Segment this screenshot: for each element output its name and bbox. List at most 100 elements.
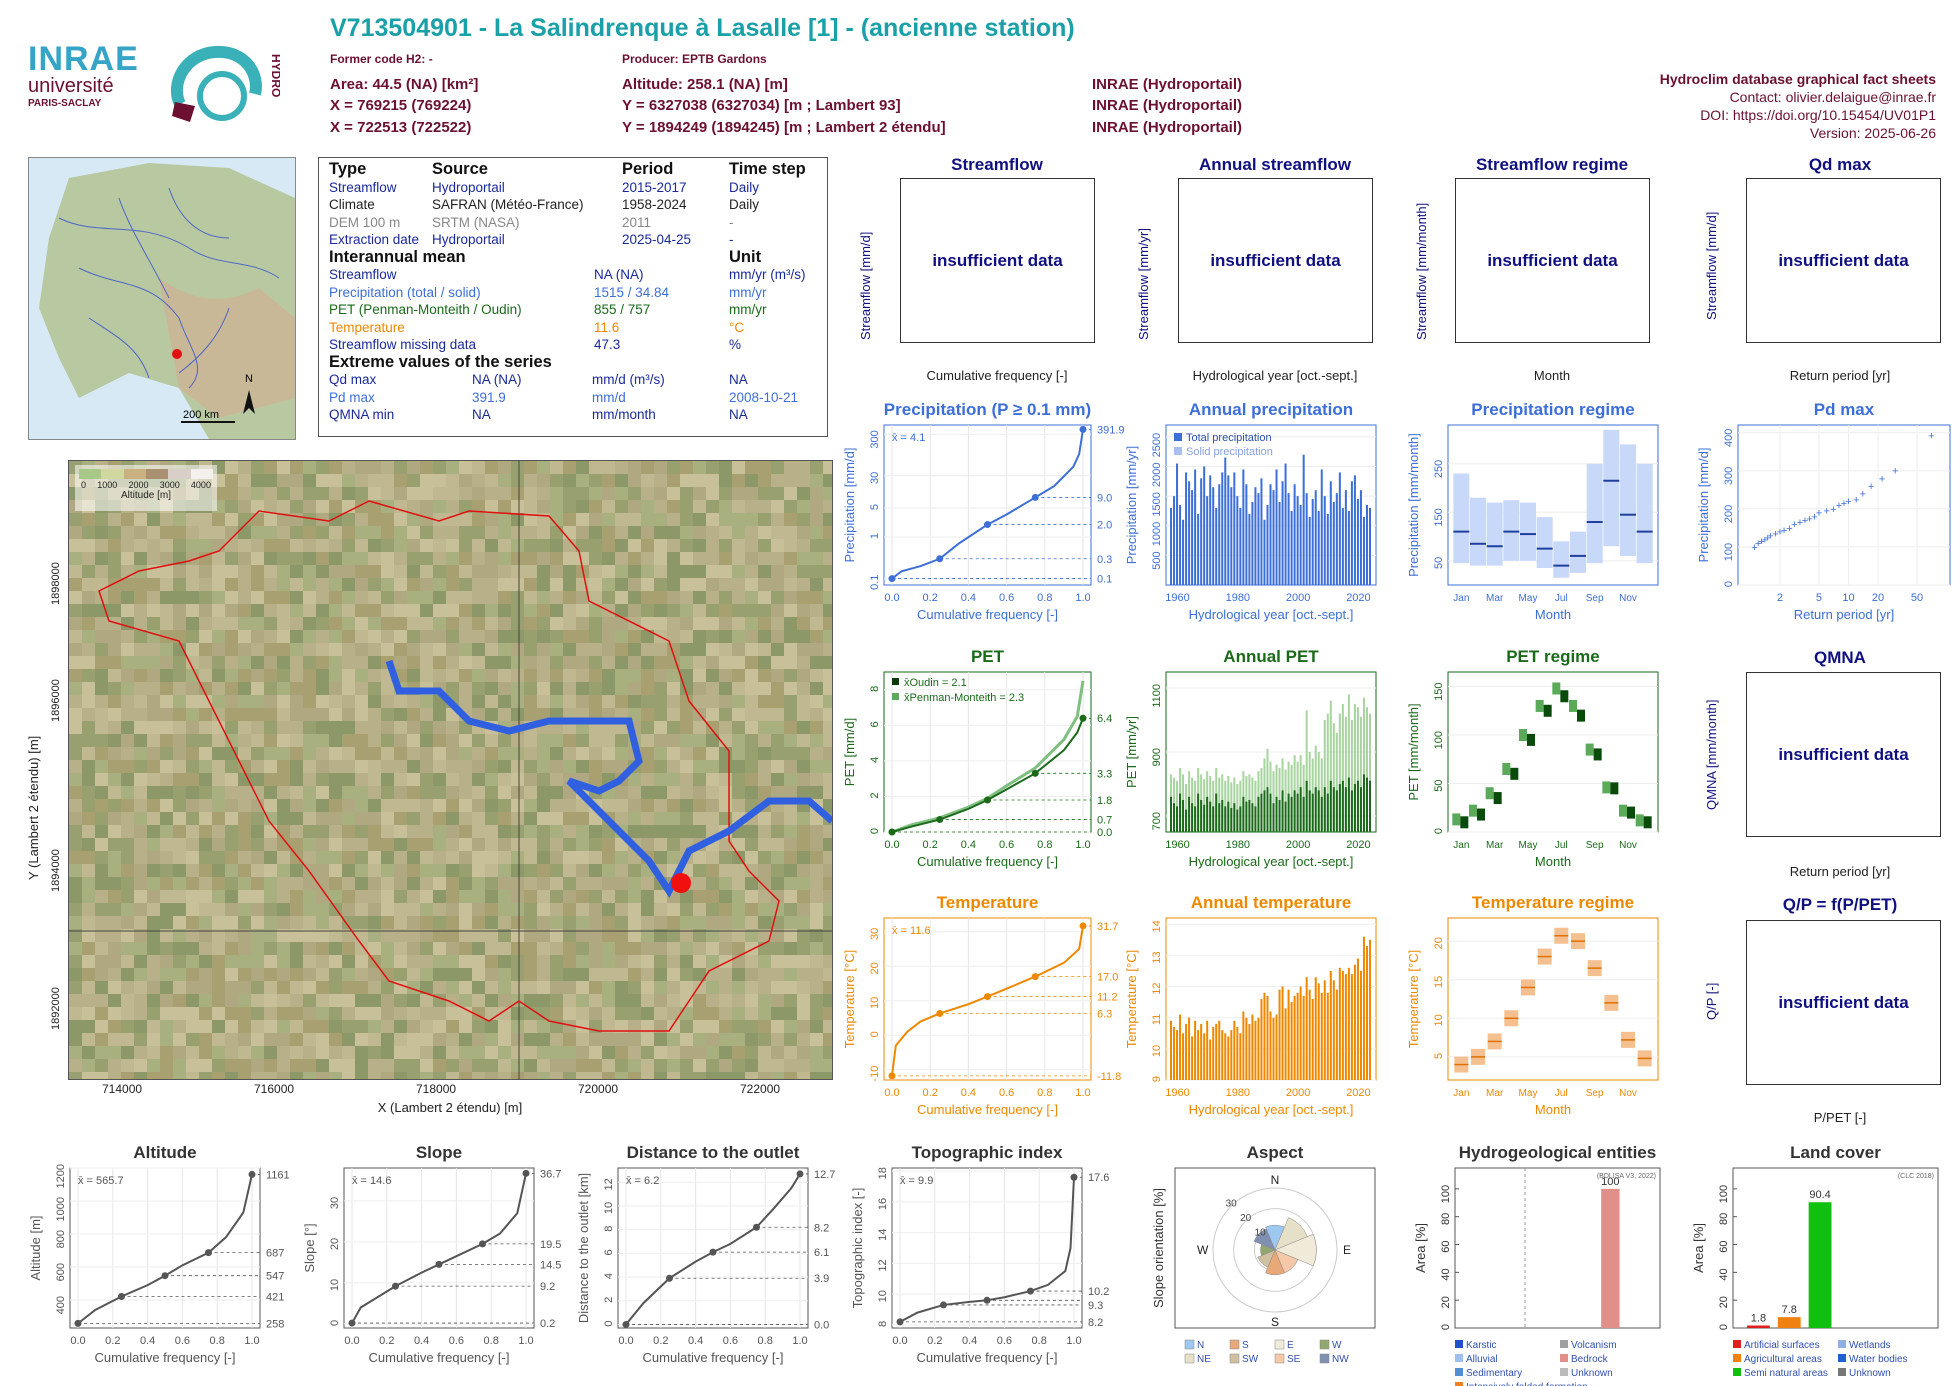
bar <box>1197 1030 1200 1080</box>
right-value-label: 9.0 <box>1097 492 1112 504</box>
right-value-label: 0.3 <box>1097 554 1112 566</box>
ylabel: Temperature [°C] <box>842 950 857 1048</box>
data-point: + <box>1772 529 1778 541</box>
xtick-label: 1.0 <box>518 1335 533 1347</box>
bar <box>1332 787 1335 832</box>
plot-frame <box>69 1167 261 1329</box>
bar <box>1353 964 1356 1080</box>
ytick-label: 15 <box>1433 976 1445 988</box>
legend-swatch <box>1229 1353 1240 1364</box>
penman-box <box>1469 804 1477 817</box>
oudin-box <box>1543 704 1552 717</box>
xtick-label: Mar <box>1486 593 1504 604</box>
bar <box>1287 793 1290 832</box>
bar <box>1311 999 1314 1080</box>
legend-label: Alluvial <box>1466 1354 1498 1365</box>
bar <box>1194 1020 1197 1080</box>
ytick-label: 10 <box>869 997 881 1009</box>
temp_regime-title: Temperature regime <box>1472 893 1634 912</box>
ytick-label: 10 <box>1151 1045 1163 1057</box>
info-head-period: Period <box>622 160 674 178</box>
bar <box>1218 803 1221 832</box>
compass-S: S <box>1271 1315 1279 1329</box>
annual_pet-chart: Annual PET 700 900 1100 1960 1980 2000 2020 Hydr… <box>1124 647 1377 869</box>
bar-penman <box>1368 713 1371 832</box>
bar <box>1332 980 1335 1080</box>
ylabel: Precipitation [mm/d] <box>1696 448 1711 563</box>
xtick-label: 1960 <box>1165 839 1189 851</box>
altitude-legend: 0 1000 2000 3000 4000 Altitude [m] <box>75 465 217 511</box>
ytick-label: 1000 <box>55 1197 67 1221</box>
bar <box>1215 507 1218 585</box>
ytick-label: 18 <box>877 1167 889 1179</box>
ylabel: Slope orientation [%] <box>1151 1188 1166 1308</box>
area: Area: 44.5 (NA) [km²] <box>330 76 479 93</box>
info-head-timestep: Time step <box>729 160 806 178</box>
ytick-label: 2 <box>869 792 881 798</box>
catchment-map-svg <box>69 461 832 1079</box>
xtick-label: 0.4 <box>688 1335 703 1347</box>
xtick-label: 0.8 <box>210 1335 225 1347</box>
bar-penman <box>1320 758 1323 832</box>
ytick-label: 1100 <box>1151 684 1163 708</box>
precip_regime-chart: Precipitation regime 50 150 250 Jan Mar May Jul… <box>1406 400 1659 622</box>
xlabel: Cumulative frequency [-] <box>643 1350 784 1365</box>
xtick-label: 0.8 <box>1037 1087 1052 1099</box>
xlabel: Cumulative frequency [-] <box>917 1350 1058 1365</box>
legend-label: Total precipitation <box>1186 432 1272 444</box>
bar <box>1350 481 1353 585</box>
factsheet-contact[interactable]: Contact: olivier.delaigue@inrae.fr <box>1729 89 1936 105</box>
plot-frame <box>891 1167 1083 1329</box>
legend-swatch <box>1229 1339 1240 1350</box>
right-value-label: 391.9 <box>1097 424 1125 436</box>
ylabel: Slope [°] <box>302 1223 317 1272</box>
annual_precip-chart: Annual precipitation 500 1000 1500 2000 2500 1… <box>1124 400 1377 622</box>
bar <box>1326 992 1329 1080</box>
qp-title: Q/P = f(P/PET) <box>1782 895 1898 914</box>
bar <box>1362 516 1365 585</box>
legend-swatch <box>1733 1354 1741 1362</box>
bar <box>1257 1017 1260 1080</box>
right-value-label: 258 <box>266 1318 284 1330</box>
bar <box>1341 780 1344 832</box>
precip_cum-series <box>891 429 1084 580</box>
legend-swatch <box>1838 1340 1846 1348</box>
bar <box>1191 490 1194 585</box>
bar <box>1179 505 1182 585</box>
legend-swatch <box>1560 1368 1568 1376</box>
bar <box>1233 803 1236 832</box>
right-value-label: 8.2 <box>814 1222 829 1234</box>
ytick-label: 12 <box>877 1259 889 1271</box>
north-label: N <box>245 373 253 385</box>
bar <box>1206 1020 1209 1080</box>
legend-swatch <box>1455 1354 1463 1362</box>
xtick-label: 2000 <box>1286 592 1310 604</box>
xtick-label: 0.6 <box>449 1335 464 1347</box>
right-value-label: 0.1 <box>1097 574 1112 586</box>
bar <box>1227 801 1230 832</box>
ylabel: Topographic index [-] <box>850 1188 865 1309</box>
factsheet-doi[interactable]: DOI: https://doi.org/10.15454/UV01P1 <box>1700 107 1936 123</box>
range-box <box>1520 502 1536 561</box>
bar <box>1326 513 1329 585</box>
data-point: + <box>1824 506 1830 518</box>
bar <box>1368 939 1371 1080</box>
legend-swatch <box>1733 1340 1741 1348</box>
right-value-label: 3.3 <box>1097 768 1112 780</box>
qd-max-xlabel: Return period [yr] <box>1789 368 1891 383</box>
bar <box>1284 801 1287 832</box>
bar <box>1269 1011 1272 1080</box>
bar-penman <box>1329 700 1332 832</box>
bar <box>1242 1011 1245 1080</box>
right-value-label: 10.2 <box>1088 1286 1109 1298</box>
streamflow-regime-panel: insufficient data <box>1455 178 1650 343</box>
xtick-label: 2000 <box>1286 1087 1310 1099</box>
right-value-label: 0.2 <box>540 1318 555 1330</box>
bar-penman <box>1284 769 1287 832</box>
ytick-label: 40 <box>1718 1268 1730 1280</box>
data-point: + <box>1830 504 1836 516</box>
bar <box>1203 1033 1206 1080</box>
bar <box>1305 780 1308 832</box>
bar-penman <box>1323 720 1326 832</box>
xtick-label: Nov <box>1619 840 1637 851</box>
